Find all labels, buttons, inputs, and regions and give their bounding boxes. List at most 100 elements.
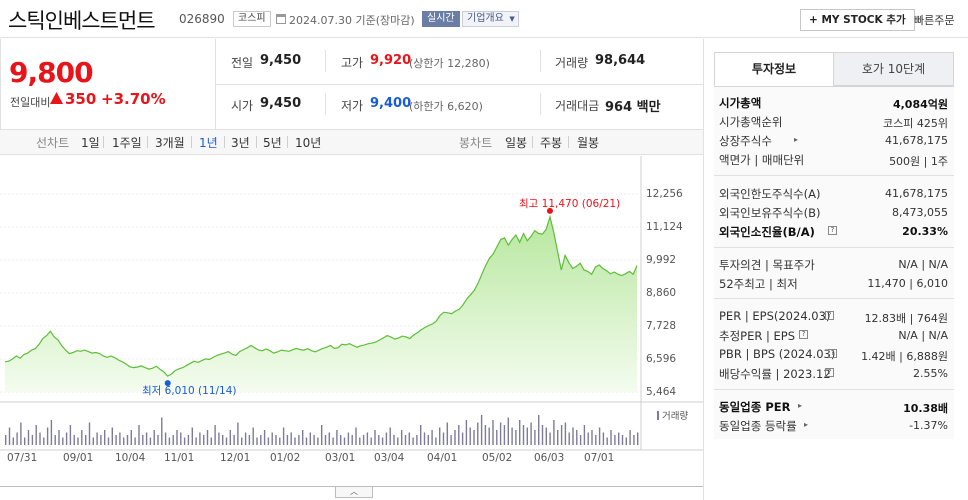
- volume-bar: [233, 435, 235, 445]
- volume-bar: [123, 437, 125, 445]
- divider: [568, 136, 569, 148]
- volume-bar: [336, 430, 338, 445]
- current-price: 9,800: [9, 56, 94, 89]
- volume-bar: [374, 430, 376, 445]
- volume-legend-label: 거래량: [662, 411, 689, 422]
- period-1d[interactable]: 1일: [81, 136, 100, 150]
- volume-bar: [46, 427, 49, 445]
- volume-bar: [404, 435, 407, 445]
- est-per-eps-label: 추정PER | EPS: [719, 329, 796, 343]
- foreign-exhaustion-label: 외국인소진율(B/A): [719, 225, 815, 239]
- period-3m[interactable]: 3개월: [155, 136, 185, 150]
- volume-bar: [12, 437, 14, 445]
- volume-bar: [5, 435, 7, 445]
- volume-bar: [564, 422, 567, 445]
- volume-bar: [54, 435, 56, 445]
- divider: [325, 93, 326, 115]
- info-icon[interactable]: ?: [799, 330, 808, 339]
- volume-bar: [290, 432, 292, 445]
- volume-bar: [294, 437, 296, 445]
- volume-bar: [359, 437, 361, 445]
- x-tick: 12/01: [220, 452, 251, 464]
- volume-bar: [81, 430, 83, 445]
- foreign-limit-value: 41,678,175: [885, 187, 948, 200]
- info-icon[interactable]: ?: [825, 311, 834, 320]
- volume-bar: [164, 432, 167, 445]
- amount-value: 964 백만: [605, 100, 661, 115]
- volume-bar: [222, 435, 224, 445]
- volume-bar: [256, 437, 258, 445]
- period-1y[interactable]: 1년: [199, 136, 218, 150]
- volume-bar: [587, 432, 589, 445]
- est-per-eps-value: N/A | N/A: [898, 329, 948, 342]
- opinion-target-value: N/A | N/A: [898, 258, 948, 271]
- volume-bar: [530, 422, 532, 445]
- volume-bar: [161, 417, 163, 445]
- triangle-right-icon: ▸: [804, 420, 809, 429]
- quick-order-link[interactable]: 빠른주문: [914, 14, 955, 27]
- volume-bar: [191, 427, 193, 445]
- volume-bar: [241, 437, 243, 445]
- volume-bar: [85, 435, 87, 445]
- y-tick: 7,728: [646, 320, 677, 332]
- volume-bar: [275, 435, 277, 445]
- period-5y[interactable]: 5년: [263, 136, 282, 150]
- period-3y[interactable]: 3년: [231, 136, 250, 150]
- volume-bar: [507, 417, 509, 445]
- my-stock-add-button[interactable]: + MY STOCK 추가: [800, 9, 915, 31]
- prev-close-value: 9,450: [260, 53, 302, 68]
- y-tick: 8,860: [646, 287, 677, 299]
- volume-bar: [499, 422, 502, 445]
- opinion-target-label: 투자의견 | 목표주가: [719, 258, 815, 272]
- collapse-chart-button[interactable]: ︿: [335, 487, 373, 498]
- triangle-right-icon: ▸: [794, 135, 799, 144]
- x-tick: 01/02: [270, 452, 301, 464]
- candle-daily[interactable]: 일봉: [505, 136, 528, 150]
- candle-weekly[interactable]: 주봉: [540, 136, 563, 150]
- info-icon[interactable]: ?: [828, 226, 837, 235]
- company-overview-button[interactable]: 기업개요 ▼: [462, 11, 519, 27]
- tab-investment-info[interactable]: 투자정보: [714, 52, 834, 86]
- x-tick: 03/01: [325, 452, 356, 464]
- volume-bar: [195, 437, 197, 445]
- candle-monthly[interactable]: 월봉: [577, 136, 600, 150]
- volume-bar: [549, 432, 551, 445]
- volume-bar: [252, 427, 254, 445]
- dividend-yield-label: 배당수익률 | 2023.12: [719, 367, 831, 381]
- triangle-right-icon: ▸: [798, 401, 803, 410]
- volume-bar: [439, 427, 441, 445]
- market-cap-label: 시가총액: [719, 96, 762, 110]
- y-tick: 6,596: [646, 353, 677, 365]
- volume-bar: [545, 427, 547, 445]
- volume-bar: [450, 435, 452, 445]
- chevron-up-icon: ︿: [350, 487, 358, 496]
- volume-bar: [370, 437, 372, 445]
- calendar-icon: [276, 14, 286, 24]
- volume-bar: [214, 425, 216, 445]
- volume-bar: [130, 430, 132, 445]
- info-icon[interactable]: ?: [828, 349, 837, 358]
- volume-bar: [576, 430, 578, 445]
- info-icon[interactable]: ?: [825, 368, 834, 377]
- volume-bar: [401, 430, 403, 445]
- open-value: 9,450: [260, 96, 302, 111]
- realtime-badge[interactable]: 실시간: [422, 11, 460, 27]
- volume-bar: [343, 437, 346, 445]
- volume-bar: [199, 432, 201, 445]
- volume-bar: [598, 427, 601, 445]
- volume-bar: [31, 435, 34, 445]
- period-1w[interactable]: 1주일: [112, 136, 142, 150]
- x-tick: 06/03: [534, 452, 565, 464]
- price-chart[interactable]: [0, 156, 703, 500]
- volume-bar: [248, 435, 251, 445]
- volume-bar: [526, 427, 528, 445]
- volume-bar: [168, 437, 171, 445]
- volume-bar: [385, 432, 388, 445]
- volume-bar: [100, 435, 102, 445]
- volume-bar: [305, 437, 308, 445]
- sector-change-value: -1.37%: [909, 419, 948, 432]
- volume-bar: [286, 435, 289, 445]
- tab-orderbook[interactable]: 호가 10단계: [833, 52, 954, 86]
- period-10y[interactable]: 10년: [295, 136, 322, 150]
- volume-bar: [260, 435, 262, 445]
